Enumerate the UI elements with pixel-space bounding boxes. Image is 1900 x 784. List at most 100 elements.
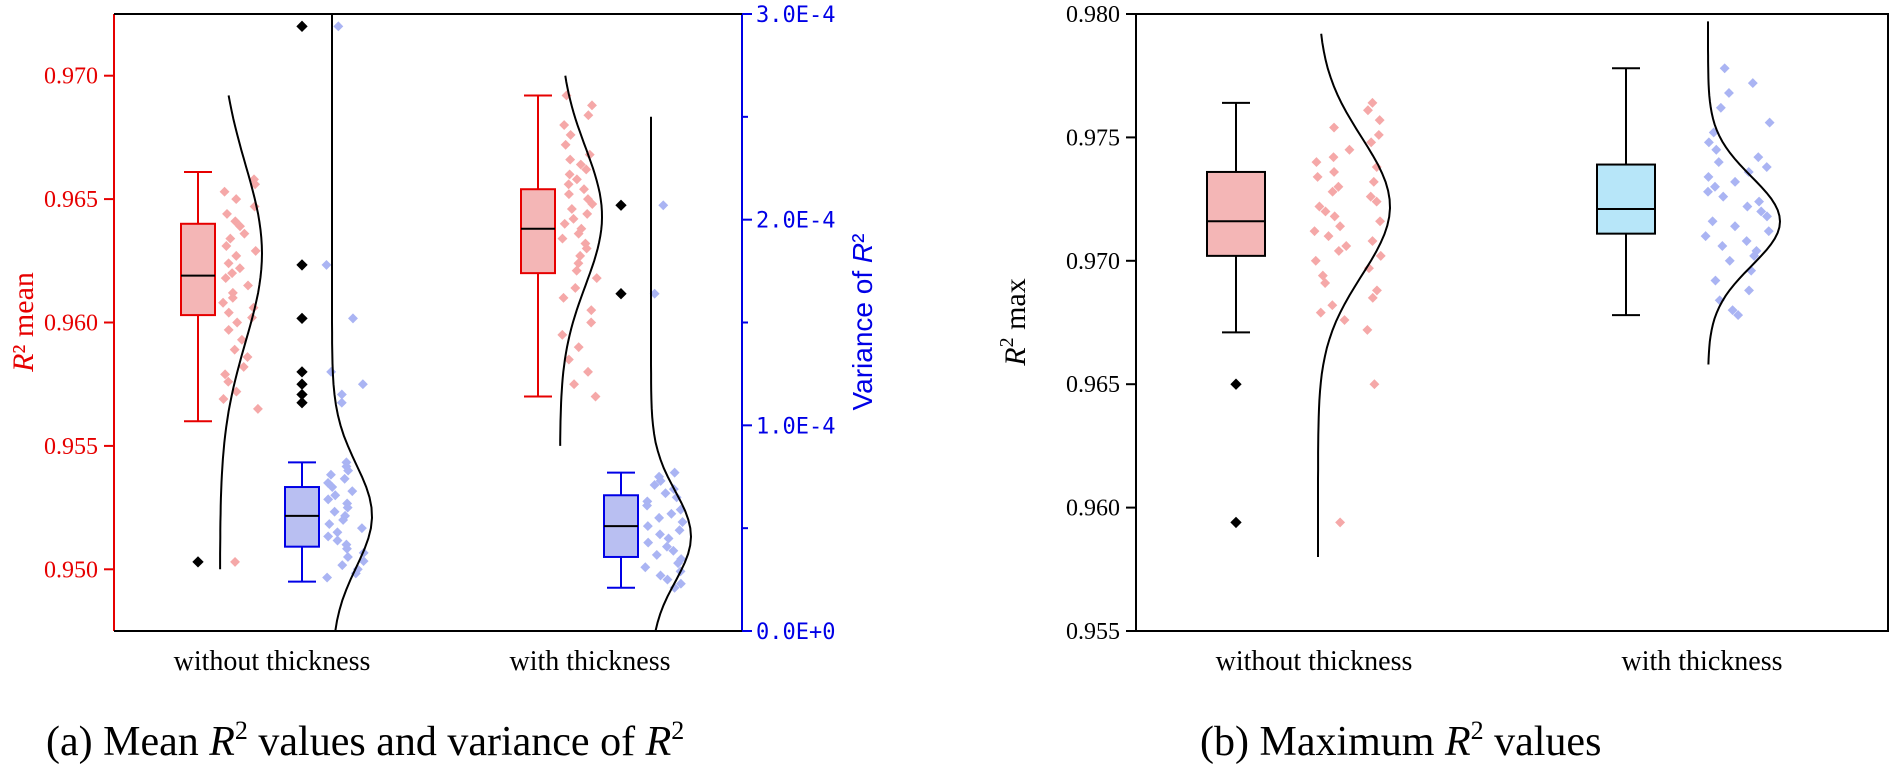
panel-a-variance-box-1-box <box>284 486 320 548</box>
panel-a-mean-2-point <box>591 273 602 284</box>
panel-b-1-point <box>1317 270 1328 281</box>
panel-b-2-density-curve <box>1707 21 1782 365</box>
panel-a-variance-box-1-outlier <box>296 366 308 378</box>
panel-a-mean-1-point <box>234 263 245 274</box>
panel-b-1-point <box>1309 226 1320 237</box>
panel-a-variance-1-point <box>330 490 341 501</box>
panel-b-2-point <box>1710 181 1720 192</box>
panel-a-mean-2-point <box>590 391 601 402</box>
panel-b-2-point <box>1703 137 1714 148</box>
panel-a-variance-2-point <box>669 467 680 478</box>
panel-b-2-point <box>1710 275 1721 286</box>
panel-a-caption-r2: R <box>645 719 672 765</box>
panel-b-caption: (b) Maximum R2 values <box>1200 716 1601 765</box>
panel-a-right-tick-label: 3.0E-4 <box>756 3 835 28</box>
panel-a-mean-1-point <box>229 344 240 355</box>
panel-a-mean-2-point <box>586 317 597 328</box>
panel-a-category-labels: without thickness with thickness <box>174 646 671 677</box>
panel-a-mean-box-2-box <box>520 188 556 275</box>
panel-a-variance-2-point <box>655 475 666 486</box>
panel-b-2-point <box>1763 226 1774 237</box>
panel-b-plot-frame <box>1135 13 1889 632</box>
panel-a-mean-1-point <box>223 258 234 269</box>
panel-a-mean-2-point <box>573 258 584 269</box>
panel-a-variance-1-point <box>323 494 334 505</box>
panel-b-2-point <box>1730 221 1740 232</box>
panel-a-mean-1-point <box>235 221 245 232</box>
panel-a-mean-2-point <box>559 218 570 229</box>
panel-a-mean-2-point <box>571 174 582 185</box>
panel-a-right-tick-label: 0.0E+0 <box>756 620 835 645</box>
panel-a-mean-2-point <box>558 292 569 303</box>
panel-b-2-point <box>1700 231 1711 242</box>
panel-a-mean-1-point <box>223 307 234 318</box>
panel-b-2-point <box>1727 305 1738 316</box>
panel-a-marks <box>180 14 693 632</box>
panel-b-1-point <box>1341 241 1352 251</box>
panel-b-2-point <box>1703 186 1713 197</box>
panel-b-1-point <box>1315 307 1326 318</box>
panel-a-mean-2-point <box>587 199 598 209</box>
panel-b-2-point <box>1742 201 1753 212</box>
panel-a-caption-sup2: 2 <box>671 716 684 745</box>
panel-a-mean-1-point <box>232 317 243 328</box>
panel-a-variance-1-point <box>336 397 347 408</box>
panel-a-right-ticks: 0.0E+0 1.0E-4 2.0E-4 3.0E-4 <box>742 3 835 645</box>
panel-a-right-axis-label: Variance of R² <box>847 234 878 411</box>
panel-b-category-label: without thickness <box>1216 646 1413 677</box>
panel-b-2-point <box>1719 63 1730 74</box>
panel-a-mean-box-1-outlier <box>192 556 204 568</box>
panel-a-mean-2-point <box>565 154 576 165</box>
panel-b-1-point <box>1372 285 1382 296</box>
panel-a-mean-2-point <box>563 179 574 190</box>
panel-b-1-point <box>1327 186 1338 197</box>
panel-a-variance-2-point <box>673 558 684 569</box>
panel-b-1-point <box>1327 300 1338 311</box>
panel-a-right-axis-label-sup: ² <box>847 234 878 243</box>
panel-a-variance-box-2-outlier <box>615 288 627 300</box>
panel-a-mean-box-1-box <box>180 222 216 317</box>
panel-a-variance-1-point <box>324 519 335 530</box>
panel-a-variance-1-point <box>332 527 343 538</box>
panel-a-variance-2-point <box>674 525 685 536</box>
panel-a-variance-1-point <box>325 469 336 480</box>
panel-b-1-point <box>1329 211 1340 222</box>
panel-a-mean-2-point <box>564 169 575 180</box>
panel-a-variance-box-2-outlier <box>615 199 627 211</box>
panel-a-left-tick-label: 0.950 <box>44 557 98 583</box>
panel-b-1-point <box>1366 137 1377 148</box>
panel-a-caption-r: R <box>208 719 235 765</box>
panel-a-right-tick-label: 1.0E-4 <box>756 414 835 439</box>
panel-a-mean-1-point <box>230 556 240 567</box>
panel-a-caption-sup: 2 <box>235 716 248 745</box>
panel-a-mean-2-point <box>557 329 568 340</box>
panel-a-variance-1-point <box>323 531 334 542</box>
panel-a-mean-2-point <box>570 282 581 293</box>
panel-a-variance-1-point <box>337 560 348 571</box>
panel-a-variance-2-point <box>668 545 679 556</box>
panel-a-variance-2-point <box>662 574 673 585</box>
panel-a-variance-1-point <box>338 514 349 525</box>
panel-a-category-label: with thickness <box>510 646 671 677</box>
panel-a-mean-2-point <box>575 250 586 261</box>
panel-b-1-point <box>1363 105 1373 116</box>
panel-a-variance-2-point <box>649 288 660 299</box>
panel-a-variance-2-point <box>654 512 665 523</box>
panel-b-2-point <box>1717 241 1728 251</box>
panel-a-mean-1-point <box>231 250 242 261</box>
panel-b-category-labels: without thickness with thickness <box>1216 646 1783 677</box>
panel-b-1-point <box>1310 255 1321 266</box>
panel-a-mean-1-point <box>227 268 238 279</box>
panel-b-box-1-outlier <box>1230 516 1242 529</box>
panel-a-variance-2-point <box>658 200 669 211</box>
panel-a-mean-2-density-curve <box>559 75 604 446</box>
panel-b-1-point <box>1371 196 1382 207</box>
panel-b-left-tick-label: 0.955 <box>1066 619 1120 645</box>
panel-a-mean-1-point <box>218 394 229 404</box>
panel-a-left-axis-label: R² mean <box>7 272 40 373</box>
panel-a-variance-1-point <box>321 259 332 270</box>
panel-a-mean-2-point <box>583 110 594 121</box>
panel-b-1-point <box>1323 231 1334 242</box>
panel-b-1-point <box>1329 167 1340 177</box>
panel-b-1-point <box>1335 221 1346 232</box>
